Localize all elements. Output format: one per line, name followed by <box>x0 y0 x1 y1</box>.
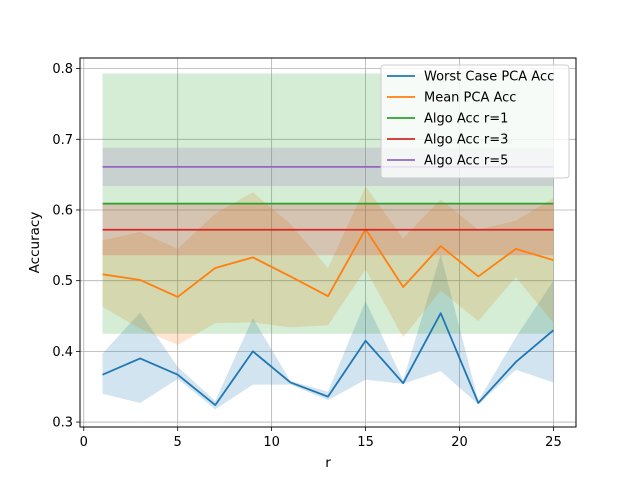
mean-pca-acc-line <box>102 228 554 298</box>
y-tick-label: 0.6 <box>52 203 73 218</box>
y-tick-label: 0.5 <box>52 274 73 289</box>
x-tick-label: 20 <box>451 435 468 450</box>
legend: Worst Case PCA Acc Mean PCA Acc Algo Acc r… <box>380 64 570 179</box>
y-tick-label: 0.7 <box>52 133 73 148</box>
mean-pca-acc-legend-label: Mean PCA Acc <box>424 91 516 106</box>
worst-case-pca-acc-line <box>102 312 555 406</box>
y-tick-label: 0.8 <box>52 62 73 77</box>
legend-box <box>380 64 570 179</box>
x-tick-label: 15 <box>357 435 374 450</box>
x-tick-label: 25 <box>545 435 562 450</box>
y-tick-label: 0.3 <box>52 416 73 431</box>
x-tick-label: 10 <box>263 435 280 450</box>
x-axis-ticks: 0 5 10 15 20 25 <box>80 427 562 450</box>
algo-acc-r-5-legend-label: Algo Acc r=5 <box>424 154 508 169</box>
x-axis-label: r <box>325 455 331 471</box>
algo-acc-r-3-legend-label: Algo Acc r=3 <box>424 133 508 148</box>
worst-case-pca-acc-band <box>102 254 554 410</box>
x-tick-label: 0 <box>80 435 88 450</box>
axes-frame <box>79 57 577 428</box>
y-axis-ticks: 0.3 0.4 0.5 0.6 0.7 0.8 <box>52 62 80 431</box>
worst-case-pca-acc-legend-label: Worst Case PCA Acc <box>424 70 554 85</box>
y-axis-label: Accuracy <box>27 212 43 274</box>
x-tick-label: 5 <box>174 435 182 450</box>
y-tick-label: 0.4 <box>52 345 73 360</box>
algo-acc-r-1-legend-label: Algo Acc r=1 <box>424 112 508 127</box>
mean-pca-acc-band <box>102 186 554 345</box>
